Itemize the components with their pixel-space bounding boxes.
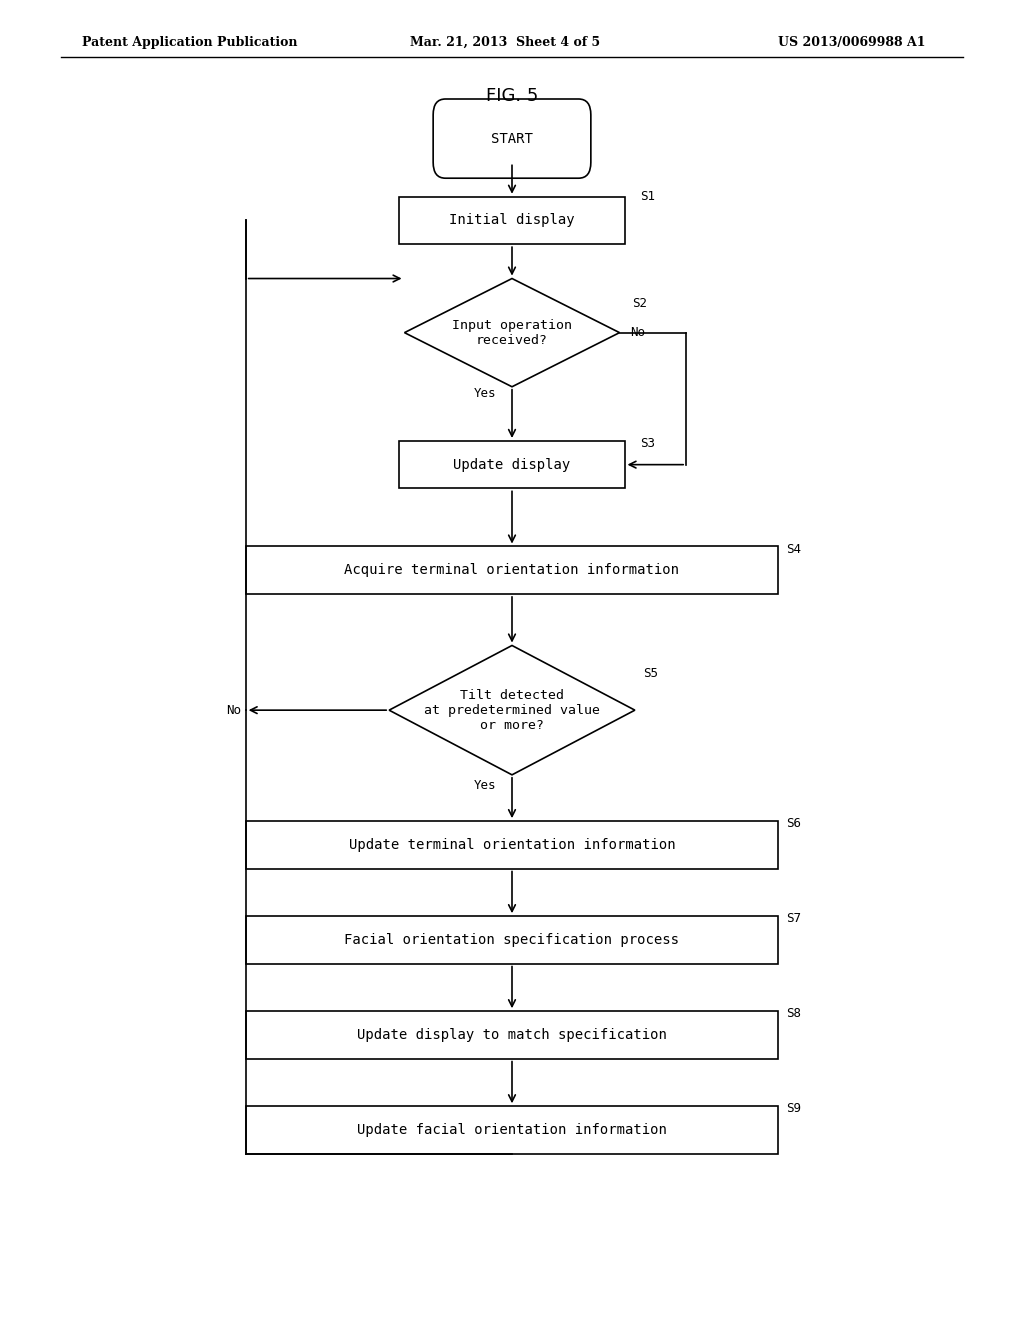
Text: Update display to match specification: Update display to match specification xyxy=(357,1028,667,1041)
Text: Patent Application Publication: Patent Application Publication xyxy=(82,36,297,49)
Text: Yes: Yes xyxy=(474,387,497,400)
Bar xyxy=(246,916,778,964)
Text: Yes: Yes xyxy=(474,779,497,792)
Text: Update facial orientation information: Update facial orientation information xyxy=(357,1123,667,1137)
Bar xyxy=(246,546,778,594)
Text: Acquire terminal orientation information: Acquire terminal orientation information xyxy=(344,564,680,577)
Text: Mar. 21, 2013  Sheet 4 of 5: Mar. 21, 2013 Sheet 4 of 5 xyxy=(410,36,600,49)
Bar xyxy=(246,1011,778,1059)
Text: S2: S2 xyxy=(632,297,647,310)
Text: S6: S6 xyxy=(786,817,802,830)
Text: Initial display: Initial display xyxy=(450,214,574,227)
Text: S3: S3 xyxy=(640,437,655,450)
Text: S5: S5 xyxy=(643,667,658,680)
Text: Input operation
received?: Input operation received? xyxy=(452,318,572,347)
FancyBboxPatch shape xyxy=(433,99,591,178)
Bar xyxy=(246,821,778,869)
Text: START: START xyxy=(492,132,532,145)
Text: Update display: Update display xyxy=(454,458,570,471)
Text: Update terminal orientation information: Update terminal orientation information xyxy=(349,838,675,851)
Text: Tilt detected
at predetermined value
or more?: Tilt detected at predetermined value or … xyxy=(424,689,600,731)
Text: FIG. 5: FIG. 5 xyxy=(485,87,539,106)
Text: No: No xyxy=(630,326,645,339)
Text: S9: S9 xyxy=(786,1102,802,1115)
Polygon shape xyxy=(404,279,620,387)
Text: US 2013/0069988 A1: US 2013/0069988 A1 xyxy=(778,36,926,49)
Text: S7: S7 xyxy=(786,912,802,925)
Text: S1: S1 xyxy=(640,190,655,203)
Bar xyxy=(399,197,625,244)
Polygon shape xyxy=(389,645,635,775)
Text: S8: S8 xyxy=(786,1007,802,1020)
Bar xyxy=(399,441,625,488)
Text: S4: S4 xyxy=(786,543,802,556)
Bar xyxy=(246,1106,778,1154)
Text: No: No xyxy=(225,704,241,717)
Text: Facial orientation specification process: Facial orientation specification process xyxy=(344,933,680,946)
